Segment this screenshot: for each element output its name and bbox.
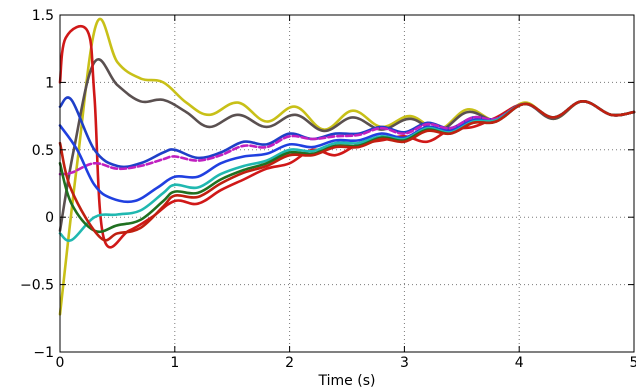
plot-frame bbox=[59, 14, 635, 353]
y-tick-label-5: 1.5 bbox=[32, 8, 54, 24]
x-axis-label: Time (s) bbox=[318, 373, 376, 388]
series-line-4 bbox=[58, 96, 636, 169]
x-tick-label-3: 3 bbox=[400, 355, 409, 371]
series-line-8 bbox=[58, 99, 636, 234]
x-tick-label-2: 2 bbox=[285, 355, 294, 371]
y-tick-label-2: 0 bbox=[45, 210, 54, 226]
series-line-1 bbox=[58, 18, 636, 316]
x-tick-labels: 0 1 2 3 4 5 bbox=[56, 355, 636, 371]
axis-ticks bbox=[59, 14, 635, 353]
x-tick-label-5: 5 bbox=[630, 355, 636, 371]
y-tick-label-1: −0.5 bbox=[20, 278, 54, 294]
grid bbox=[60, 15, 634, 352]
y-tick-label-0: −1 bbox=[33, 345, 54, 361]
x-tick-label-1: 1 bbox=[170, 355, 179, 371]
x-tick-label-0: 0 bbox=[56, 355, 65, 371]
series-line-9 bbox=[58, 99, 636, 242]
y-tick-labels: −1 −0.5 0 0.5 1 1.5 bbox=[20, 8, 54, 361]
y-tick-label-3: 0.5 bbox=[32, 143, 54, 159]
y-tick-label-4: 1 bbox=[45, 75, 54, 91]
series-lines bbox=[58, 18, 636, 316]
x-tick-label-4: 4 bbox=[515, 355, 524, 371]
